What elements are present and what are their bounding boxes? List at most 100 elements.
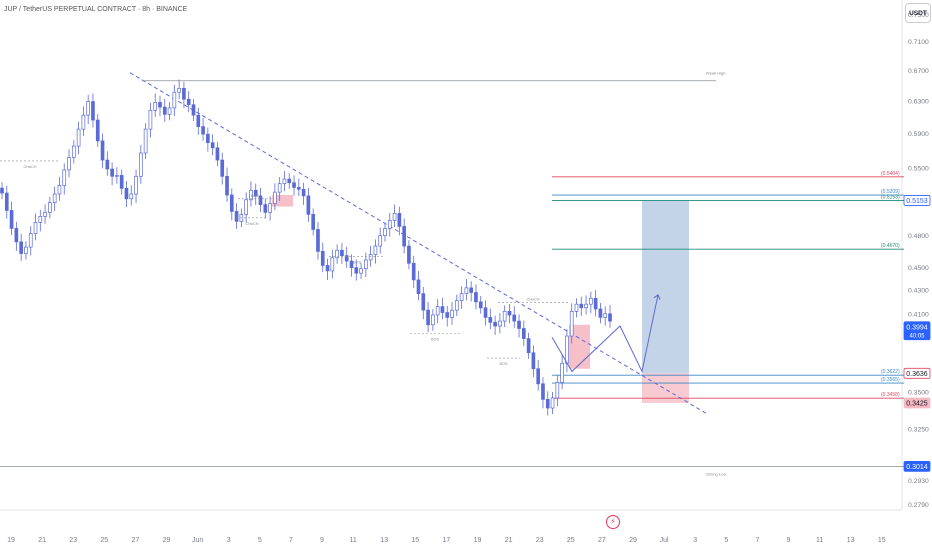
candle: [316, 222, 320, 260]
y-tick-label: 0.6300: [908, 98, 929, 105]
x-axis: 19 21 23 25 27 29 Jun 3 5 7 9 11 13 15 17 19 21 23 25 27 29 J…: [7, 537, 886, 544]
candle: [560, 354, 564, 390]
price-badge-label: 0.3636: [906, 371, 928, 378]
candle: [282, 170, 287, 192]
candle-body: [220, 159, 225, 177]
y-tick-label: 0.3250: [908, 426, 929, 433]
x-tick-label: 19: [7, 537, 15, 544]
candle: [521, 320, 526, 347]
price-badge-box: [903, 397, 931, 409]
candle: [474, 284, 478, 310]
x-tick-label: 13: [847, 537, 855, 544]
candle-body: [411, 262, 416, 281]
candle: [402, 218, 406, 254]
candle: [340, 242, 344, 264]
candle-body: [440, 306, 445, 313]
candle-body: [287, 178, 292, 184]
price-badge-box: [903, 321, 931, 341]
candle-body: [454, 300, 459, 311]
y-tick-label: 0.7100: [908, 39, 929, 46]
candle-body: [172, 91, 177, 109]
candle-body: [258, 195, 263, 205]
candle: [134, 169, 138, 204]
candle: [579, 296, 584, 317]
candle-body: [234, 211, 239, 222]
candle: [206, 127, 210, 152]
candle-body: [115, 175, 119, 177]
price-badge: 0.5153: [903, 195, 931, 206]
tradingview-logo-icon[interactable]: ⚡: [606, 515, 620, 529]
x-tick-label: 25: [567, 537, 575, 544]
candles: [0, 79, 612, 416]
candle: [139, 144, 143, 184]
candle: [215, 141, 220, 167]
candle-body: [469, 287, 473, 293]
candle: [43, 204, 47, 224]
candle: [378, 227, 383, 254]
candle-body: [502, 311, 507, 322]
candle: [234, 203, 239, 229]
descending-trendline: [129, 72, 707, 414]
x-tick-label: 29: [163, 537, 171, 544]
candle: [608, 304, 612, 328]
chart-title: JUP / TetherUS PERPETUAL CONTRACT · 8h ·…: [4, 6, 188, 13]
price-level-label: (0.3622): [881, 369, 900, 375]
structure-label: BOS: [353, 261, 361, 265]
candle-body: [86, 101, 91, 116]
candle: [263, 198, 268, 219]
candle-body: [392, 213, 397, 221]
candle: [229, 188, 234, 221]
x-tick-label: 23: [69, 537, 77, 544]
candle-body: [608, 313, 612, 322]
candle-body: [340, 249, 344, 256]
x-tick-label: 3: [227, 537, 231, 544]
candle: [71, 140, 76, 164]
candle: [478, 295, 483, 314]
candle-body: [57, 185, 62, 195]
candle-body: [459, 293, 464, 301]
candle-body: [162, 106, 167, 115]
x-tick-label: 5: [258, 537, 262, 544]
candle-body: [177, 87, 181, 93]
candle: [38, 209, 43, 232]
x-tick-label: 7: [755, 537, 759, 544]
price-badge-label: 0.3425: [906, 400, 928, 407]
candle-body: [407, 245, 411, 264]
candle-body: [301, 188, 306, 197]
candle: [555, 375, 560, 407]
candle-body: [296, 187, 301, 190]
candle: [95, 114, 100, 147]
price-level-label: (0.3458): [881, 392, 900, 398]
candle-body: [555, 382, 560, 399]
candle: [320, 242, 325, 273]
candle: [67, 149, 71, 178]
candle-body: [478, 301, 483, 309]
candle: [24, 241, 28, 260]
candle-body: [33, 222, 38, 234]
candle-body: [52, 193, 57, 203]
candle-body: [421, 293, 426, 311]
candle-body: [91, 101, 95, 121]
candle-body: [344, 255, 349, 262]
candle-body: [589, 297, 593, 305]
x-tick-label: 17: [443, 537, 451, 544]
candle-body: [100, 140, 105, 161]
candle-body: [215, 147, 220, 161]
y-tick-label: 0.4500: [908, 265, 929, 272]
candle: [196, 107, 201, 135]
candle: [148, 102, 153, 138]
price-badge-label: 0.3014: [906, 464, 928, 471]
candle: [62, 163, 67, 195]
currency-button[interactable]: USDT: [905, 3, 931, 23]
candle: [593, 290, 598, 317]
candle: [91, 93, 95, 128]
candle-body: [598, 308, 603, 318]
y-tick-label: 0.4800: [908, 233, 929, 240]
candle: [225, 167, 229, 202]
candle: [33, 213, 38, 241]
candle: [301, 182, 306, 205]
candle-body: [48, 202, 52, 213]
x-tick-label: 9: [320, 537, 324, 544]
x-tick-label: 27: [132, 537, 140, 544]
